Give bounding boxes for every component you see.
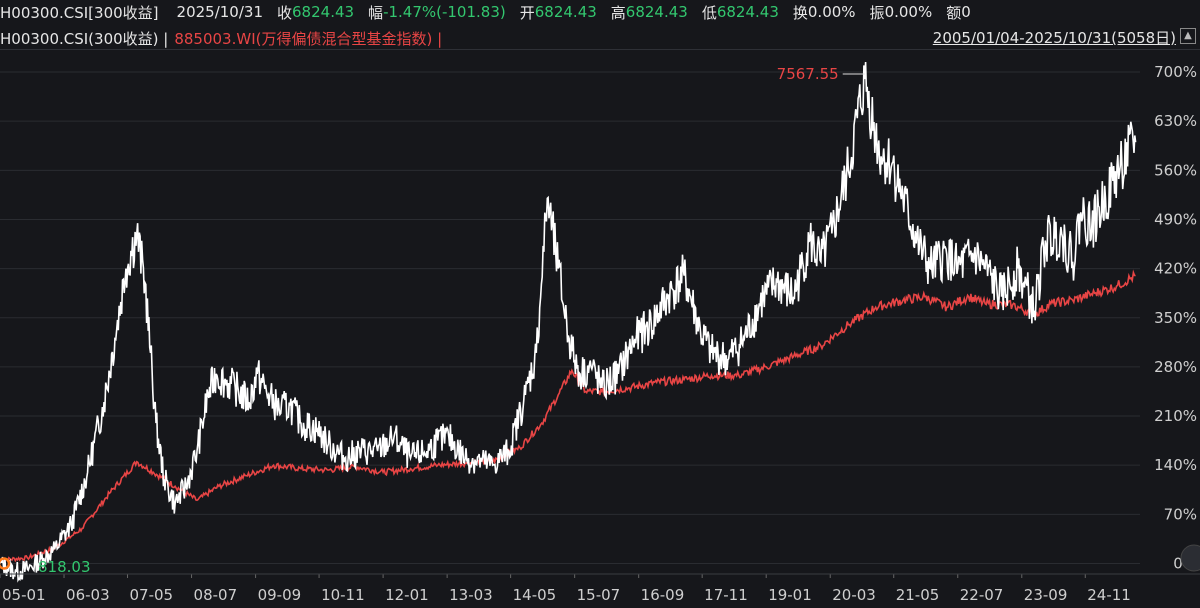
x-tick-label: 06-03: [66, 586, 110, 604]
grid: [0, 71, 1140, 564]
legend-bar: H00300.CSI(300收益) | 885003.WI(万得偏债混合型基金指…: [0, 27, 1200, 50]
y-tick-label: 70%: [1164, 505, 1197, 523]
series-885003-line: [0, 269, 1136, 564]
x-tick-label: 16-09: [641, 586, 685, 604]
change-value: -1.47%(-101.83): [383, 3, 506, 21]
amplitude-value: 0.00%: [884, 3, 933, 21]
x-axis: 05-01 06-03 07-05 08-07 09-09 10-11 12-01 13-03…: [0, 573, 1200, 604]
x-tick-label: 23-09: [1024, 586, 1068, 604]
max-label: 7567.55: [777, 65, 839, 83]
quote-code[interactable]: H00300.CSI[300收益]: [0, 3, 159, 22]
series-h00300-line: [0, 61, 1137, 583]
quote-date: 2025/10/31: [176, 3, 263, 21]
x-tick-label: 12-01: [385, 586, 429, 604]
high-value: 6824.43: [625, 3, 688, 21]
legend-series2[interactable]: 885003.WI(万得偏债混合型基金指数) |: [174, 29, 443, 48]
x-tick-label: 13-03: [449, 586, 493, 604]
low-value: 6824.43: [716, 3, 779, 21]
x-tick-label: 14-05: [513, 586, 557, 604]
close-label: 收: [277, 3, 293, 22]
x-tick-label: 15-07: [577, 586, 621, 604]
x-tick-label: 19-01: [768, 586, 812, 604]
legend-series1[interactable]: H00300.CSI(300收益) |: [0, 29, 169, 48]
series-layer: [0, 61, 1137, 583]
y-axis: 700%630%560%490%420%350%280%210%140%70%0…: [1154, 63, 1197, 572]
date-range[interactable]: 2005/01/04-2025/10/31(5058日): [932, 29, 1176, 47]
x-tick-label: 17-11: [704, 586, 748, 604]
y-tick-label: 630%: [1154, 112, 1197, 130]
x-tick-label: 09-09: [258, 586, 302, 604]
x-tick-label: 10-11: [321, 586, 365, 604]
x-tick-label: 05-01: [2, 586, 46, 604]
amount-value: 0: [961, 3, 971, 21]
x-tick-label: 24-11: [1087, 586, 1131, 604]
annotations: 7567.55 818.03: [0, 65, 1200, 576]
x-tick-label: 22-07: [960, 586, 1004, 604]
x-tick-label: 07-05: [130, 586, 174, 604]
open-value: 6824.43: [534, 3, 597, 21]
y-tick-label: 700%: [1154, 63, 1197, 81]
x-tick-label: 08-07: [194, 586, 238, 604]
quote-bar: H00300.CSI[300收益] 2025/10/31 收 6824.43 幅…: [0, 0, 1200, 24]
y-tick-label: 420%: [1154, 260, 1197, 278]
high-label: 高: [610, 3, 626, 22]
chevron-up-icon[interactable]: ▲: [1180, 28, 1196, 44]
y-tick-label: 140%: [1154, 456, 1197, 474]
turnover-label: 换: [792, 3, 808, 22]
close-value: 6824.43: [292, 3, 355, 21]
amplitude-label: 振: [869, 3, 885, 22]
line-chart: 700% 630% 560% 490% 420% 350% 280% 210% 140% 70% 0…: [0, 61, 1200, 604]
y-tick-label: 210%: [1154, 407, 1197, 425]
turnover-value: 0.00%: [807, 3, 856, 21]
scroll-corner-icon[interactable]: [1180, 544, 1200, 572]
start-marker: [0, 557, 11, 570]
y-tick-label: 490%: [1154, 210, 1197, 228]
y-tick-label: 560%: [1154, 161, 1197, 179]
min-label: 818.03: [38, 558, 91, 576]
low-label: 低: [701, 3, 717, 22]
open-label: 开: [519, 3, 535, 22]
x-tick-label: 20-03: [832, 586, 876, 604]
amount-label: 额: [946, 3, 962, 22]
x-tick-label: 21-05: [896, 586, 940, 604]
change-label: 幅: [368, 3, 384, 22]
y-tick-label: 280%: [1154, 358, 1197, 376]
y-tick-label: 350%: [1154, 309, 1197, 327]
